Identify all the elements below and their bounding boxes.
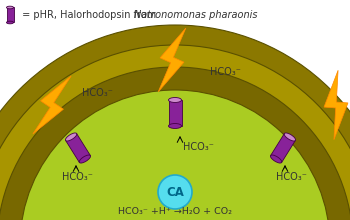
Text: HCO₃⁻: HCO₃⁻ (210, 67, 241, 77)
Wedge shape (20, 90, 330, 220)
Bar (168, 100, 182, 126)
Ellipse shape (168, 123, 182, 128)
Text: HCO₃⁻: HCO₃⁻ (276, 172, 307, 182)
Circle shape (158, 175, 192, 209)
Ellipse shape (168, 97, 182, 103)
Wedge shape (0, 45, 350, 220)
Ellipse shape (65, 133, 77, 141)
Text: HCO₃⁻: HCO₃⁻ (82, 88, 113, 98)
Ellipse shape (7, 21, 14, 24)
Bar (271, 134, 295, 162)
Wedge shape (0, 25, 350, 220)
Text: HCO₃⁻ +H⁺ →H₂O + CO₂: HCO₃⁻ +H⁺ →H₂O + CO₂ (118, 207, 232, 216)
Ellipse shape (79, 155, 91, 163)
Polygon shape (33, 76, 71, 134)
Polygon shape (324, 70, 348, 140)
Bar (65, 134, 90, 162)
Polygon shape (158, 28, 186, 92)
Ellipse shape (284, 133, 295, 141)
Text: CA: CA (166, 185, 184, 198)
Ellipse shape (7, 6, 14, 9)
Wedge shape (0, 67, 350, 220)
Text: HCO₃⁻: HCO₃⁻ (62, 172, 93, 182)
Ellipse shape (271, 155, 282, 163)
Text: Natronomonas pharaonis: Natronomonas pharaonis (134, 10, 258, 20)
Text: HCO₃⁻: HCO₃⁻ (183, 142, 214, 152)
Bar (7, 7, 14, 22)
Text: = pHR, Halorhodopsin from: = pHR, Halorhodopsin from (19, 10, 159, 20)
